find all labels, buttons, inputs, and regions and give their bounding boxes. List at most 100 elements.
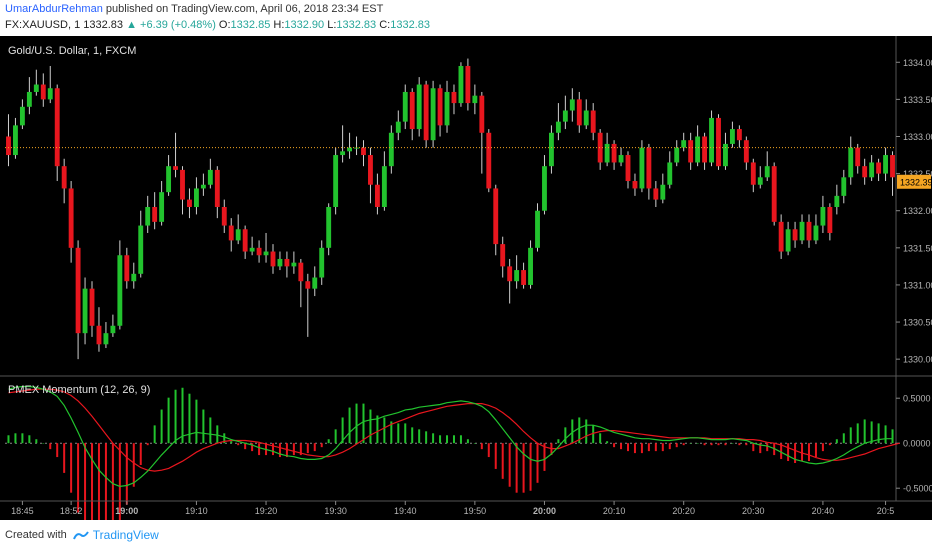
histogram-bar bbox=[515, 443, 518, 493]
candle-body bbox=[757, 177, 763, 185]
candle-body bbox=[729, 129, 735, 144]
histogram-bar bbox=[278, 443, 281, 458]
price-pane[interactable]: 1330.00 1330.50 1331.00 1331.50 1332.00 1332.… bbox=[0, 36, 932, 501]
histogram-bar bbox=[891, 429, 894, 444]
histogram-bar bbox=[418, 429, 421, 444]
histogram-bar bbox=[28, 435, 31, 444]
footer: Created with TradingView bbox=[5, 528, 159, 542]
candle-body bbox=[562, 110, 568, 122]
candle-body bbox=[486, 132, 492, 189]
histogram-bar bbox=[174, 389, 177, 444]
histogram-bar bbox=[327, 439, 330, 444]
histogram-bar bbox=[42, 443, 45, 444]
candle-body bbox=[26, 91, 32, 107]
candle-body bbox=[723, 143, 728, 167]
candle-body bbox=[33, 84, 39, 92]
histogram-bar bbox=[794, 443, 797, 463]
histogram-bar bbox=[731, 443, 734, 444]
candle-body bbox=[256, 247, 262, 256]
time-tick-label: 19:10 bbox=[185, 506, 208, 516]
histogram-bar bbox=[202, 409, 205, 444]
histogram-bar bbox=[118, 443, 121, 520]
time-tick-label: 18:52 bbox=[60, 506, 83, 516]
candle-body bbox=[166, 166, 172, 193]
candle-body bbox=[312, 277, 318, 289]
last-price: 1332.83 bbox=[83, 19, 124, 31]
histogram-bar bbox=[842, 433, 845, 444]
price-tick-label: 1330.00 bbox=[903, 355, 932, 365]
chart-area[interactable]: 1330.00 1330.50 1331.00 1331.50 1332.00 1332.… bbox=[0, 36, 932, 520]
histogram-bar bbox=[835, 439, 838, 444]
low-value: 1332.83 bbox=[336, 19, 377, 31]
symbol-label: FX:XAUUSD, 1 bbox=[5, 19, 81, 31]
created-with-text: Created with bbox=[5, 529, 67, 541]
candle-body bbox=[479, 95, 485, 133]
time-axis: 18:45 18:52 19:00 19:10 19:20 19:30 19:40 19:50… bbox=[0, 500, 932, 516]
candle-body bbox=[305, 281, 311, 289]
candle-body bbox=[242, 229, 248, 252]
histogram-bar bbox=[63, 443, 66, 473]
histogram-bar bbox=[397, 423, 400, 444]
price-tick-label: 1332.00 bbox=[903, 206, 932, 216]
candle-body bbox=[590, 110, 596, 133]
histogram-bar bbox=[627, 443, 630, 452]
candle-body bbox=[110, 325, 116, 334]
candle-body bbox=[646, 147, 652, 189]
histogram-bar bbox=[717, 443, 720, 446]
candle-body bbox=[374, 184, 380, 207]
histogram-bar bbox=[578, 417, 581, 444]
candle-body bbox=[681, 140, 687, 148]
time-tick-label: 18:45 bbox=[11, 506, 34, 516]
time-tick-label: 20:10 bbox=[603, 506, 626, 516]
histogram-bar bbox=[599, 433, 602, 444]
candle-body bbox=[207, 169, 213, 185]
open-label: O: bbox=[218, 19, 231, 31]
histogram-bar bbox=[633, 443, 636, 454]
histogram-bar bbox=[195, 399, 198, 444]
price-tick-label: 1333.00 bbox=[903, 132, 932, 142]
histogram-bar bbox=[70, 443, 73, 493]
candle-body bbox=[430, 88, 436, 141]
candle-body bbox=[444, 91, 450, 126]
author-link[interactable]: UmarAbdurRehman bbox=[5, 3, 103, 15]
candle-body bbox=[270, 251, 276, 267]
candle-body bbox=[799, 221, 805, 241]
histogram-bar bbox=[787, 443, 790, 462]
candle-body bbox=[639, 147, 645, 189]
candle-body bbox=[472, 95, 478, 104]
histogram-bar bbox=[404, 423, 407, 444]
candle-body bbox=[528, 247, 533, 285]
candle-body bbox=[54, 88, 60, 167]
candle-body bbox=[507, 266, 513, 282]
histogram-bar bbox=[160, 409, 163, 444]
candle-body bbox=[569, 99, 575, 111]
candle-body bbox=[173, 166, 178, 170]
histogram-bar bbox=[181, 387, 184, 444]
histogram-bar bbox=[77, 443, 80, 513]
histogram-bar bbox=[376, 415, 379, 444]
candle-body bbox=[876, 162, 882, 174]
histogram-bar bbox=[91, 443, 94, 520]
histogram-bar bbox=[849, 427, 852, 444]
tradingview-brand[interactable]: TradingView bbox=[92, 528, 159, 542]
oscillator-pane[interactable]: 0.5000 0.0000 -0.5000 bbox=[5, 385, 932, 521]
candle-body bbox=[395, 121, 401, 133]
histogram-bar bbox=[251, 443, 254, 452]
price-label-text: 1332.39 bbox=[900, 177, 932, 187]
histogram-bar bbox=[230, 441, 233, 444]
histogram-bar bbox=[21, 433, 24, 444]
histogram-bar bbox=[237, 443, 240, 446]
histogram-bar bbox=[814, 443, 817, 458]
histogram-bar bbox=[529, 443, 532, 491]
histogram-bar bbox=[752, 443, 755, 452]
histogram-bar bbox=[557, 439, 560, 444]
candle-body bbox=[890, 155, 895, 178]
histogram-bar bbox=[801, 443, 804, 462]
histogram-bar bbox=[696, 443, 699, 444]
candle-body bbox=[855, 147, 861, 167]
open-value: 1332.85 bbox=[230, 19, 271, 31]
candle-body bbox=[47, 88, 53, 100]
candle-body bbox=[131, 273, 137, 282]
candle-body bbox=[152, 207, 158, 222]
change-value: ▲ +6.39 (+0.48%) bbox=[126, 19, 216, 31]
